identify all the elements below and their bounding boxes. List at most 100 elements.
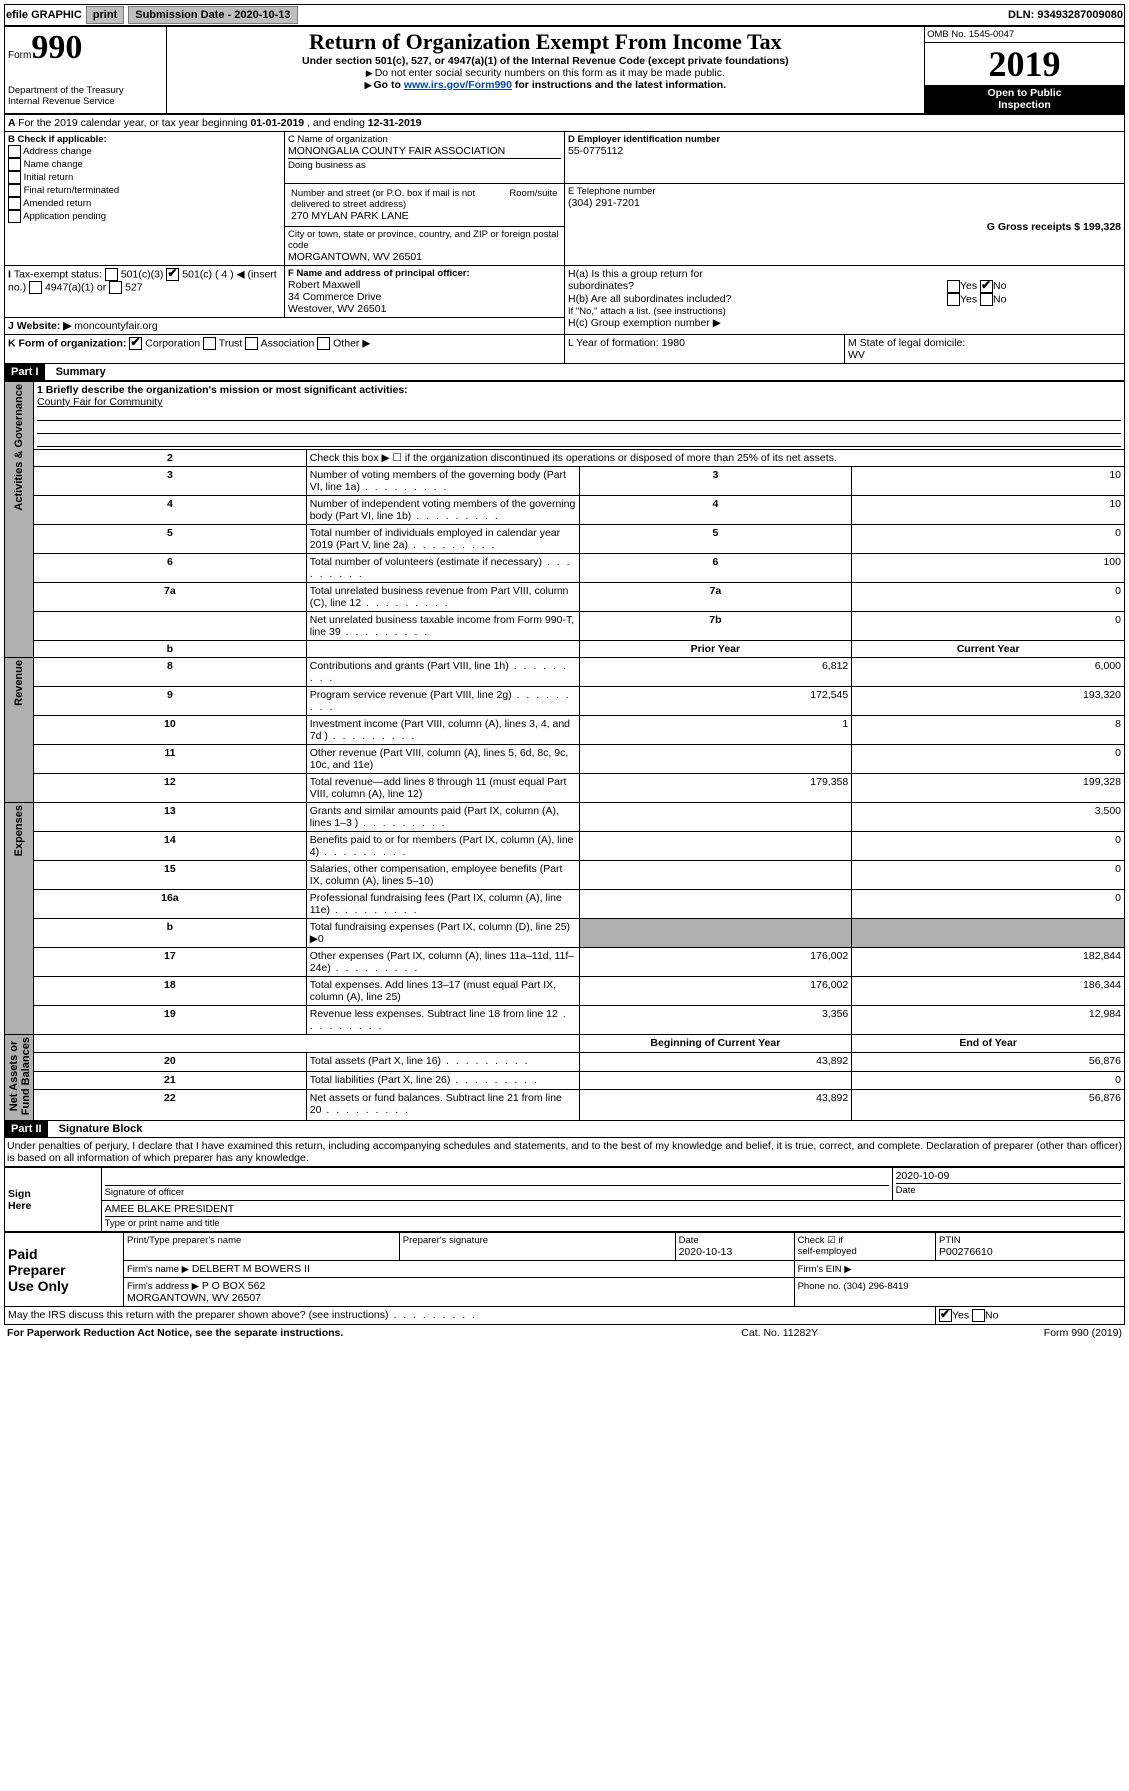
chk-corp[interactable] [129,337,142,350]
form-title: Return of Organization Exempt From Incom… [170,29,921,55]
print-button[interactable]: print [86,6,124,24]
firm-ein-label: Firm's EIN ▶ [798,1264,852,1275]
chk-4947[interactable] [29,281,42,294]
chk-amended[interactable] [8,197,21,210]
lbl-4947: 4947(a)(1) or [45,281,106,293]
lt: Net unrelated business taxable income fr… [306,612,579,641]
lbl-no-2: No [993,293,1006,305]
begin-year-hdr: Beginning of Current Year [579,1035,852,1053]
part2-title: Signature Block [59,1123,143,1135]
pp-date-label: Date [679,1235,791,1246]
ln: 17 [34,948,307,977]
chk-address-change[interactable] [8,145,21,158]
city-label: City or town, state or province, country… [288,229,561,251]
chk-assoc[interactable] [245,337,258,350]
chk-hb-yes[interactable] [947,293,960,306]
ln: 6 [34,554,307,583]
org-name: MONONGALIA COUNTY FAIR ASSOCIATION [288,145,561,157]
dept-label: Department of the Treasury Internal Reve… [8,85,163,107]
subtitle-1: Under section 501(c), 527, or 4947(a)(1)… [170,55,921,67]
firm-phone: Phone no. (304) 296-8419 [798,1281,909,1292]
lbl-corp: Corporation [145,337,200,349]
discuss-label: May the IRS discuss this return with the… [5,1307,936,1325]
h-b-label: H(b) Are all subordinates included? [568,293,944,305]
lineno-2: 2 [34,450,307,467]
col-b-hdr: b [34,641,307,658]
rn: 4 [579,496,852,525]
current-year-hdr: Current Year [852,641,1125,658]
ln: 10 [34,716,307,745]
chk-initial-return[interactable] [8,171,21,184]
lt: Total number of individuals employed in … [306,525,579,554]
py [579,861,852,890]
chk-527[interactable] [109,281,122,294]
ein-value: 55-0775112 [568,145,1121,157]
py: 176,002 [579,948,852,977]
telephone: (304) 291-7201 [568,197,1121,209]
gross-receipts: G Gross receipts $ 199,328 [568,221,1121,233]
submission-date-button[interactable]: Submission Date - 2020-10-13 [128,6,297,24]
lbl-yes: Yes [960,280,977,292]
lt: Other revenue (Part VIII, column (A), li… [306,745,579,774]
ln: 3 [34,467,307,496]
lt: Total revenue—add lines 8 through 11 (mu… [306,774,579,803]
cy: 8 [852,716,1125,745]
part1-title: Summary [56,366,106,378]
val: 10 [852,496,1125,525]
chk-discuss-no[interactable] [972,1309,985,1322]
officer-print-name: AMEE BLAKE PRESIDENT [105,1203,1121,1215]
pp-selfemp: Check ☑ if self-employed [798,1235,932,1257]
h-a-label: H(a) Is this a group return for subordin… [568,268,944,292]
chk-trust[interactable] [203,337,216,350]
lt: Investment income (Part VIII, column (A)… [306,716,579,745]
lbl-dyes: Yes [952,1310,969,1322]
omb-label: OMB No. 1545-0047 [925,27,1124,43]
lt: Total expenses. Add lines 13–17 (must eq… [306,977,579,1006]
chk-501c3[interactable] [105,268,118,281]
py [579,745,852,774]
chk-final-return[interactable] [8,184,21,197]
ln: 14 [34,832,307,861]
box-d-label: D Employer identification number [568,134,1121,145]
py [579,803,852,832]
sign-date: 2020-10-09 [896,1170,1121,1182]
chk-ha-yes[interactable] [947,280,960,293]
rn: 7a [579,583,852,612]
chk-501c[interactable] [166,268,179,281]
chk-ha-no[interactable] [980,280,993,293]
ln: 22 [34,1089,307,1120]
ln: 15 [34,861,307,890]
prior-year-hdr: Prior Year [579,641,852,658]
chk-app-pending[interactable] [8,210,21,223]
box-b-header: B Check if applicable: [8,134,281,145]
ln: 4 [34,496,307,525]
chk-discuss-yes[interactable] [939,1309,952,1322]
lbl-527: 527 [125,281,143,293]
lt: Total assets (Part X, line 16) [306,1053,579,1071]
lbl-501c3: 501(c)(3) [121,268,164,280]
val: 0 [852,525,1125,554]
bv: 43,892 [579,1053,852,1071]
ln: 13 [34,803,307,832]
lbl-initial-return: Initial return [24,172,74,183]
firm-name: DELBERT M BOWERS II [192,1263,310,1275]
val: 0 [852,612,1125,641]
subtitle-2: Do not enter social security numbers on … [170,67,921,79]
irs-link[interactable]: www.irs.gov/Form990 [404,79,512,91]
rn: 7b [579,612,852,641]
box-f-label: F Name and address of principal officer: [288,268,561,279]
part1-table: Activities & Governance 1 Briefly descri… [4,381,1125,1121]
chk-name-change[interactable] [8,158,21,171]
rn: 6 [579,554,852,583]
vtab-netassets: Net Assets or Fund Balances [8,1037,32,1115]
box-m: M State of legal domicile: WV [845,335,1125,364]
website-label: Website: ▶ [17,320,72,332]
cy: 193,320 [852,687,1125,716]
chk-hb-no[interactable] [980,293,993,306]
cy: 0 [852,861,1125,890]
chk-other[interactable] [317,337,330,350]
val: 100 [852,554,1125,583]
form-label: Form [8,50,31,61]
line-a-text: For the 2019 calendar year, or tax year … [18,117,250,129]
dln-label: DLN: 93493287009080 [1008,9,1123,21]
